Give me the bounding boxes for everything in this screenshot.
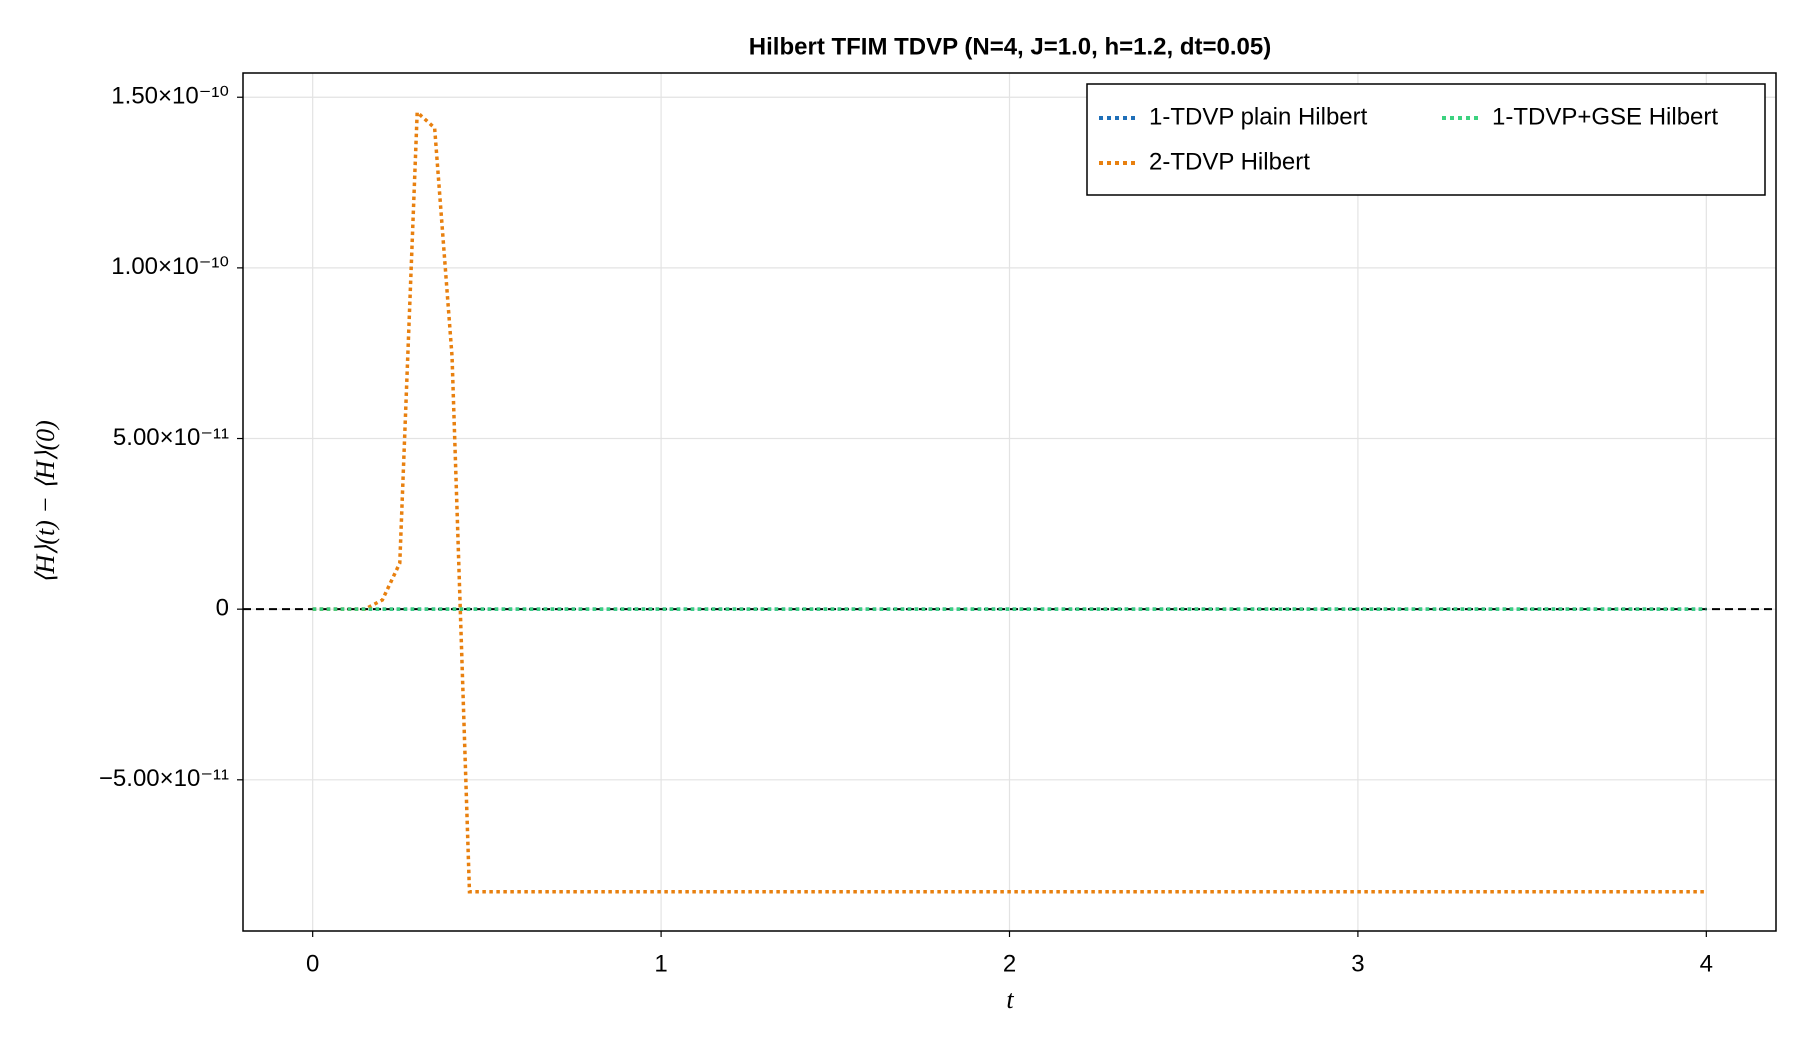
y-axis-label: ⟨H⟩(t) − ⟨H⟩(0) (31, 420, 60, 584)
x-tick-label: 2 (1003, 950, 1016, 977)
x-axis-label: t (1006, 985, 1014, 1014)
y-tick-label: −5.00×10⁻¹¹ (99, 765, 229, 792)
legend: 1-TDVP plain Hilbert 2-TDVP Hilbert 1-TDVP… (1086, 83, 1766, 196)
y-tick-label: 0 (216, 595, 229, 622)
legend-box (1086, 83, 1766, 196)
x-tick-label: 3 (1351, 950, 1364, 977)
chart-title: Hilbert TFIM TDVP (N=4, J=1.0, h=1.2, dt… (749, 33, 1271, 60)
legend-label: 2-TDVP Hilbert (1149, 148, 1310, 175)
series-line (312, 108, 1707, 894)
x-tick-label: 4 (1700, 950, 1713, 977)
y-tick-label: 1.50×10⁻¹⁰ (111, 83, 229, 110)
plot-frame (242, 72, 1777, 932)
x-tick-label: 0 (306, 950, 319, 977)
y-tick-label: 1.00×10⁻¹⁰ (111, 253, 229, 280)
legend-label: 1-TDVP plain Hilbert (1149, 103, 1368, 130)
y-tick-label: 5.00×10⁻¹¹ (113, 424, 229, 451)
x-tick-label: 1 (654, 950, 667, 977)
legend-label: 1-TDVP+GSE Hilbert (1492, 103, 1718, 130)
